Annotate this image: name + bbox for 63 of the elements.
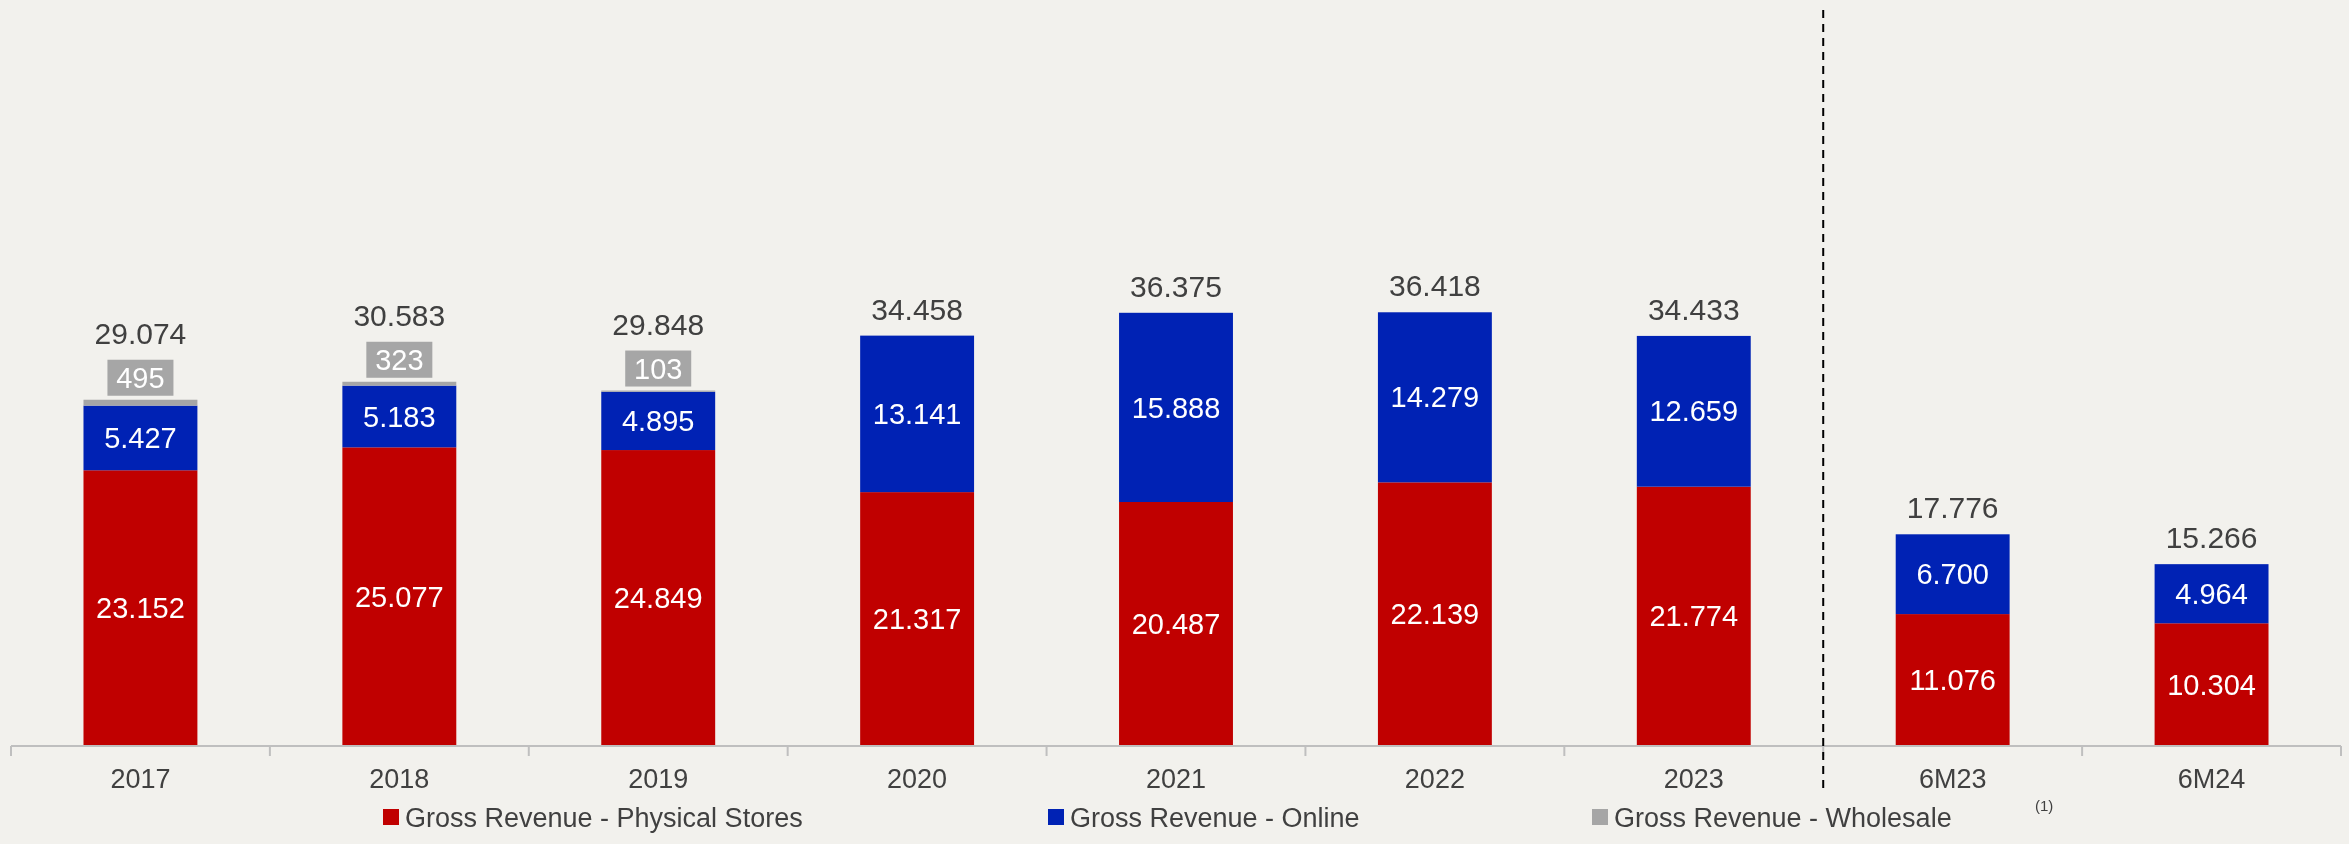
bar bbox=[2154, 623, 2269, 746]
total-label: 29.848 bbox=[612, 307, 705, 341]
bar bbox=[1895, 534, 2010, 615]
x-tick-label: 2017 bbox=[110, 764, 171, 794]
x-tick-label: 2023 bbox=[1663, 764, 1724, 794]
data-label: 5.183 bbox=[363, 400, 436, 433]
bar bbox=[601, 391, 716, 451]
legend-label: Gross Revenue - Physical Stores bbox=[405, 803, 803, 833]
data-label: 10.304 bbox=[2167, 668, 2256, 701]
total-label: 15.266 bbox=[2165, 521, 2258, 555]
data-label: 23.152 bbox=[96, 592, 185, 625]
bar bbox=[342, 385, 457, 448]
bar bbox=[1119, 312, 1233, 503]
bar bbox=[342, 381, 457, 386]
x-tick-label: 2019 bbox=[628, 764, 689, 794]
x-tick-label: 6M23 bbox=[1918, 764, 1987, 794]
bar bbox=[601, 450, 716, 746]
legend-label: Gross Revenue - Online bbox=[1070, 803, 1360, 833]
total-label: 36.375 bbox=[1130, 269, 1222, 303]
bar bbox=[2154, 564, 2269, 624]
x-tick-label: 2020 bbox=[887, 764, 948, 794]
data-label: 14.279 bbox=[1390, 381, 1480, 414]
legend-label: Gross Revenue - Wholesale bbox=[1614, 803, 1952, 833]
data-label: 495 bbox=[116, 361, 165, 394]
data-label: 21.774 bbox=[1649, 600, 1739, 633]
total-label: 34.433 bbox=[1647, 292, 1740, 326]
bar bbox=[83, 399, 198, 406]
bar bbox=[860, 335, 975, 493]
x-tick-label: 2022 bbox=[1404, 764, 1465, 794]
total-label: 30.583 bbox=[353, 298, 446, 332]
data-label: 24.849 bbox=[613, 582, 703, 615]
data-label: 6.700 bbox=[1916, 558, 1989, 591]
x-tick-label: 2021 bbox=[1145, 764, 1207, 794]
total-label: 36.418 bbox=[1389, 269, 1481, 303]
data-label: 5.427 bbox=[104, 422, 177, 455]
bar bbox=[1895, 614, 2010, 746]
bar bbox=[1636, 335, 1751, 487]
bar bbox=[83, 405, 198, 471]
data-label: 11.076 bbox=[1909, 664, 1996, 697]
data-label: 103 bbox=[634, 352, 683, 385]
data-label: 323 bbox=[375, 343, 424, 376]
total-label: 17.776 bbox=[1906, 491, 1999, 525]
text: (1) bbox=[2035, 797, 2054, 814]
bar bbox=[1377, 482, 1492, 746]
bar bbox=[860, 492, 975, 746]
data-label: 25.077 bbox=[354, 580, 444, 613]
data-label: 12.659 bbox=[1649, 395, 1739, 428]
data-label: 13.141 bbox=[872, 398, 962, 431]
total-label: 34.458 bbox=[871, 292, 963, 326]
x-tick-label: 6M24 bbox=[2177, 764, 2246, 794]
bar bbox=[1377, 312, 1492, 483]
data-label: 20.487 bbox=[1131, 608, 1221, 641]
bar bbox=[1636, 486, 1751, 746]
bar bbox=[342, 447, 457, 746]
data-label: 22.139 bbox=[1390, 598, 1480, 631]
data-label: 4.964 bbox=[2175, 577, 2248, 610]
bar bbox=[1119, 502, 1233, 746]
data-label: 4.895 bbox=[621, 405, 695, 438]
data-label: 21.317 bbox=[872, 603, 962, 636]
bar bbox=[83, 470, 198, 746]
x-tick-label: 2018 bbox=[369, 764, 430, 794]
total-label: 29.074 bbox=[94, 316, 187, 350]
data-label: 15.888 bbox=[1131, 391, 1221, 424]
